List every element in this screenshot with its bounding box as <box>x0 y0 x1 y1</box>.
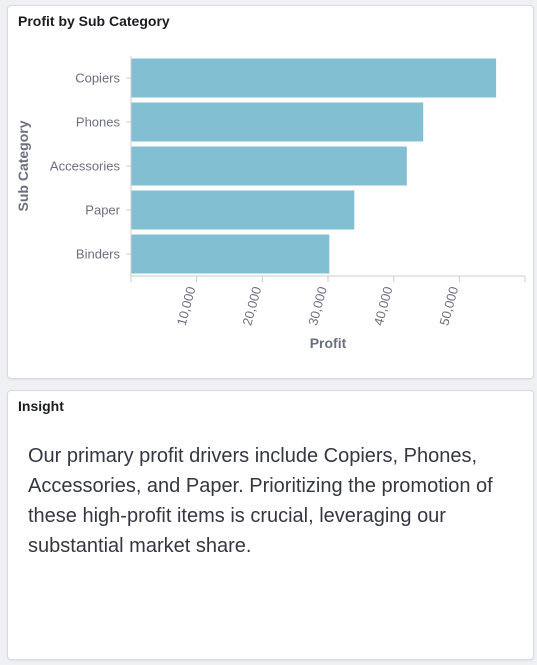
profit-bar-chart: Copiers Phones Accessories Paper Binders 10,0… <box>15 56 526 351</box>
x-tick-label: 40,000 <box>371 285 396 327</box>
chart-panel-title: Profit by Sub Category <box>18 13 170 29</box>
bar-paper[interactable] <box>131 190 355 230</box>
bar-binders[interactable] <box>131 234 330 274</box>
x-axis-title: Profit <box>310 335 347 351</box>
insight-text: Our primary profit drivers include Copie… <box>28 445 493 557</box>
bar-phones[interactable] <box>131 102 424 142</box>
bars-layer <box>131 58 497 274</box>
x-tick-label: 50,000 <box>436 285 461 327</box>
insight-panel-title: Insight <box>18 398 64 414</box>
x-tick-label: 10,000 <box>174 285 199 327</box>
bar-accessories[interactable] <box>131 146 407 186</box>
chart-panel: Profit by Sub Category Copiers Phones Acce… <box>7 5 534 379</box>
y-tick-label: Accessories <box>50 159 121 174</box>
y-tick-label: Paper <box>85 203 120 218</box>
y-tick-label: Copiers <box>75 71 120 86</box>
y-tick-label: Phones <box>76 115 121 130</box>
x-tick-label: 30,000 <box>305 285 330 327</box>
x-tick-label: 20,000 <box>239 285 264 327</box>
bar-copiers[interactable] <box>131 58 497 98</box>
y-tick-label: Binders <box>76 247 121 262</box>
y-axis-title: Sub Category <box>15 120 31 211</box>
insight-panel: Insight Our primary profit drivers inclu… <box>7 390 534 660</box>
